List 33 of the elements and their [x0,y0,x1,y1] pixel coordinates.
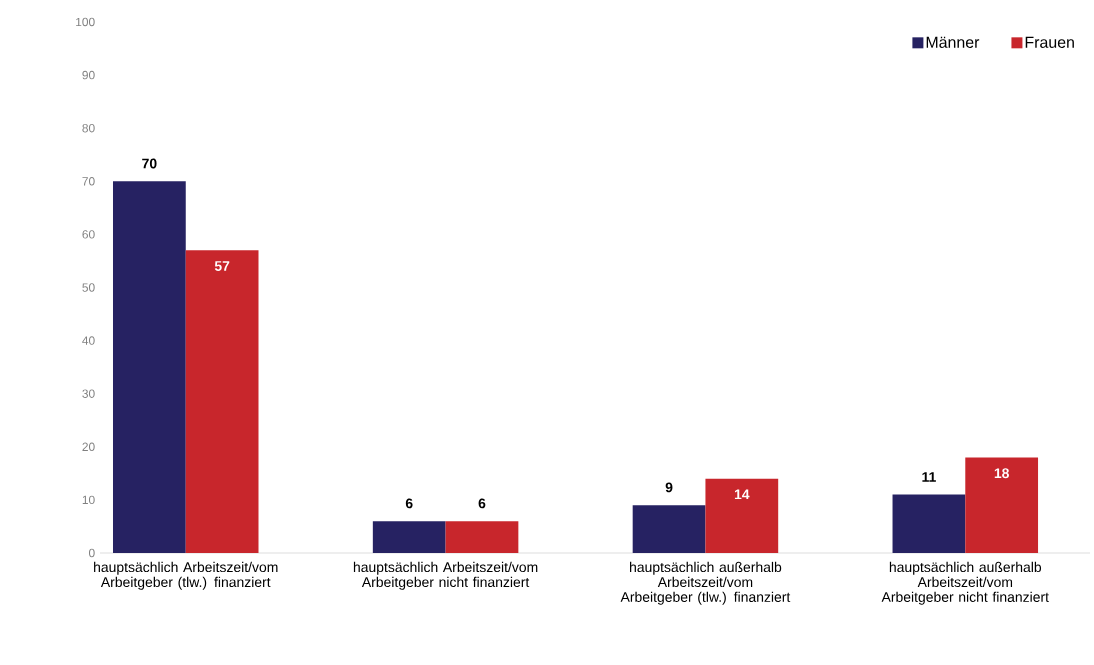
x-tick-label: hauptsächlich Arbeitszeit/vom Arbeitgeber (tlw.) finanziert [94,561,278,590]
y-tick-label: 90 [82,70,95,80]
y-tick-label: 10 [82,495,95,505]
y-tick-label: 40 [82,336,95,345]
x-tick-label: hauptsächlich Arbeitszeit/vom Arbeitgeber nicht finanziert [353,561,538,590]
data-label: 18 [994,468,1009,479]
legend-label: Frauen [1025,36,1074,48]
data-label: 70 [142,158,157,169]
data-label: 57 [214,261,230,271]
y-tick-label: 100 [76,17,95,27]
y-tick-label: 30 [82,389,95,398]
y-tick-label: 0 [88,548,95,558]
data-label: 14 [734,489,750,500]
bar [892,494,966,553]
data-label: 6 [478,498,486,509]
bar [632,505,706,553]
bar [705,478,779,553]
y-tick-label: 60 [82,230,95,239]
bar [372,521,446,553]
bar [445,521,519,553]
data-label: 11 [922,472,936,482]
y-tick-label: 50 [82,283,95,292]
data-label: 9 [665,482,673,493]
y-tick-label: 80 [82,123,95,133]
bar [185,250,259,553]
data-label: 6 [405,498,413,509]
bar [112,181,186,553]
x-tick-label: hauptsächlich außerhalb Arbeitszeit/vom Arbeitgeber (tlw.) finanziert [620,561,791,605]
x-tick-label: hauptsächlich außerhalb Arbeitszeit/vom Arbeitgeber nicht finanziert [881,561,1049,605]
bar [965,457,1039,553]
legend-label: Männer [926,36,980,48]
y-tick-label: 20 [82,442,95,452]
y-tick-label: 70 [82,177,95,186]
